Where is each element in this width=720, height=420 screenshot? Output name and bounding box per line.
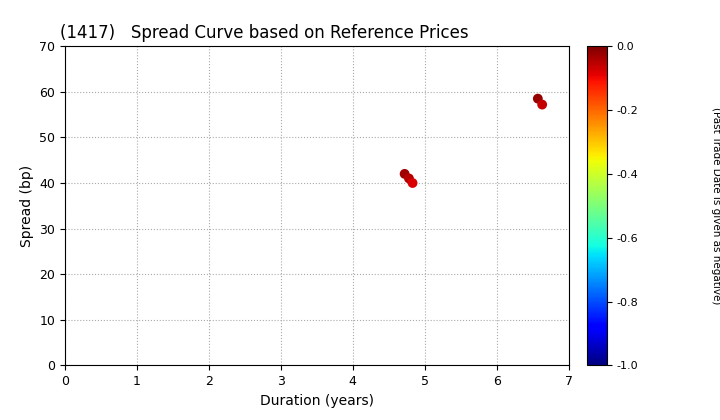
Point	[536, 101, 548, 108]
Point	[407, 180, 418, 186]
Text: (1417)   Spread Curve based on Reference Prices: (1417) Spread Curve based on Reference P…	[60, 24, 469, 42]
Point	[403, 175, 415, 182]
X-axis label: Duration (years): Duration (years)	[260, 394, 374, 408]
Y-axis label: Spread (bp): Spread (bp)	[19, 165, 34, 247]
Point	[532, 95, 544, 102]
Point	[399, 171, 410, 177]
Y-axis label: Time in years between 11/15/2024 and Trade Date
(Past Trade Date is given as neg: Time in years between 11/15/2024 and Tra…	[711, 74, 720, 338]
